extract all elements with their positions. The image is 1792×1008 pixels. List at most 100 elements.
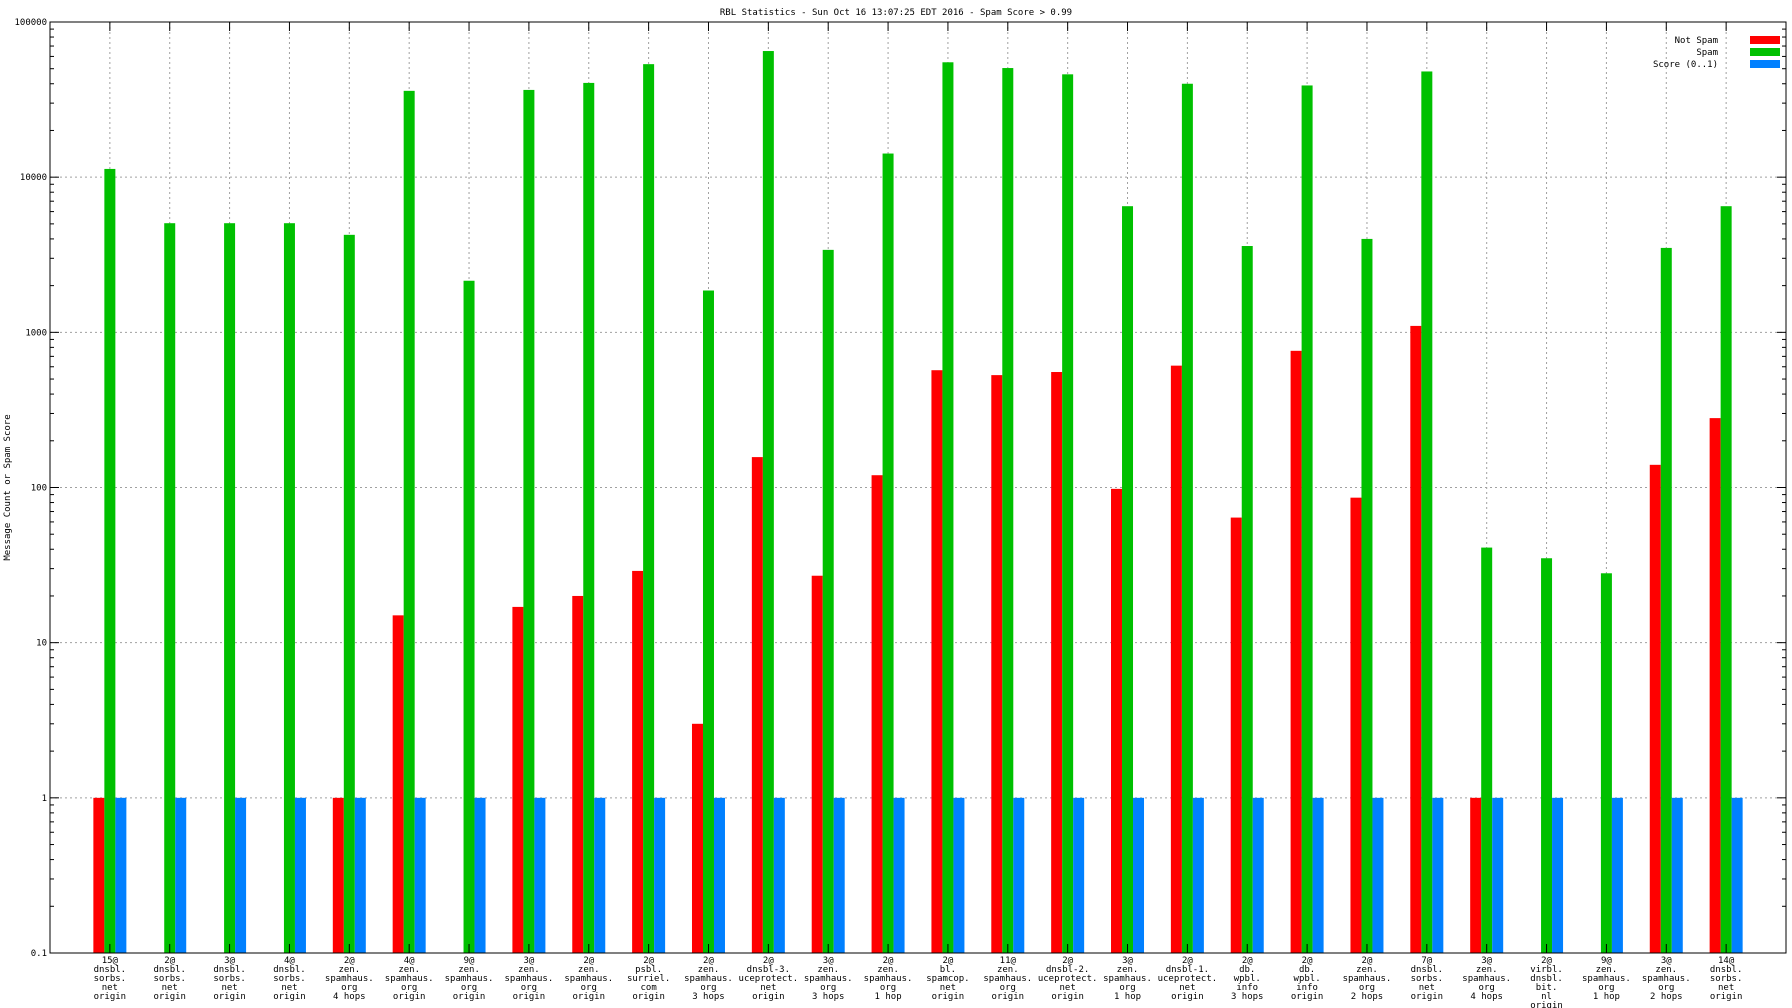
bar-spam	[702, 290, 714, 953]
x-tick-label-line: zen.	[817, 965, 839, 975]
x-tick-label: 4@ zen. spamhaus. org origin	[385, 956, 434, 1002]
bar-score-0-1	[594, 797, 606, 953]
x-tick-label-line: 14@	[1718, 956, 1735, 966]
x-tick-label-line: 3 hops	[692, 992, 725, 1002]
x-tick-label-line: db.	[1239, 965, 1255, 975]
x-tick-label: 2@ db. wpbl. info 3 hops	[1231, 956, 1264, 1002]
bar-not-spam	[811, 575, 823, 953]
x-tick-label-line: 4@	[404, 956, 415, 966]
x-tick-label: 4@ dnsbl. sorbs. net origin	[273, 956, 306, 1002]
x-tick-label: 3@ zen. spamhaus. org origin	[505, 956, 554, 1002]
bar-score-0-1	[1432, 797, 1444, 953]
x-tick-label-line: bl.	[940, 965, 956, 975]
x-tick-label-line: zen.	[518, 965, 540, 975]
x-tick-label-line: 2@	[164, 956, 175, 966]
bar-not-spam	[1230, 517, 1242, 953]
bar-spam	[1361, 238, 1373, 953]
bar-score-0-1	[893, 797, 905, 953]
x-tick-label-line: spamhaus.	[385, 974, 434, 984]
x-tick-label-line: 4 hops	[1470, 992, 1503, 1002]
x-tick-label-line: org	[700, 983, 716, 993]
legend-swatch	[1750, 48, 1780, 56]
bar-not-spam	[1350, 497, 1362, 953]
x-tick-label-line: net	[221, 983, 237, 993]
x-tick-label-line: org	[880, 983, 896, 993]
bar-score-0-1	[354, 797, 366, 953]
x-tick-label-line: 9@	[464, 956, 475, 966]
bar-not-spam	[991, 375, 1003, 953]
x-tick-label-line: dnsbl-1.	[1166, 965, 1209, 975]
x-tick-label-line: zen.	[877, 965, 899, 975]
x-tick-label-line: 4@	[284, 956, 295, 966]
bar-spam	[224, 223, 236, 954]
x-tick-label-line: origin	[213, 992, 246, 1002]
x-tick-label: 2@ zen. spamhaus. org 2 hops	[1343, 956, 1392, 1002]
x-tick-label-line: 3@	[1481, 956, 1492, 966]
x-tick-label-line: org	[461, 983, 477, 993]
bar-score-0-1	[713, 797, 725, 953]
bar-spam	[463, 280, 475, 953]
bar-not-spam	[871, 475, 883, 953]
x-tick-label-line: net	[102, 983, 118, 993]
x-tick-label-line: org	[401, 983, 417, 993]
y-tick-label: 1	[42, 794, 47, 804]
x-tick-label-line: origin	[273, 992, 306, 1002]
bar-score-0-1	[1731, 797, 1743, 953]
x-tick-label-line: origin	[1051, 992, 1084, 1002]
bar-score-0-1	[534, 797, 546, 953]
x-tick-label-line: zen.	[398, 965, 420, 975]
bar-spam	[942, 62, 954, 954]
x-tick-label-line: origin	[932, 992, 965, 1002]
bar-score-0-1	[1252, 797, 1264, 953]
x-tick-label-line: origin	[573, 992, 606, 1002]
x-tick-label-line: origin	[752, 992, 785, 1002]
x-tick-label-line: uceprotect.	[1158, 974, 1218, 984]
x-tick-label-line: spamhaus.	[564, 974, 613, 984]
bar-spam	[1660, 247, 1672, 953]
y-axis-label: Message Count or Spam Score	[3, 414, 13, 560]
x-tick-label-line: spamhaus.	[1103, 974, 1152, 984]
x-tick-label-line: 2@	[1302, 956, 1313, 966]
x-tick-label-line: sorbs.	[153, 974, 186, 984]
x-tick-label-line: wpbl.	[1234, 974, 1261, 984]
bar-score-0-1	[1492, 797, 1504, 953]
x-tick-label-line: 1 hop	[1593, 992, 1620, 1002]
x-tick-label-line: 2@	[703, 956, 714, 966]
x-tick-label-line: org	[820, 983, 836, 993]
x-tick-label-line: dnsbl.	[273, 965, 306, 975]
x-tick-label: 2@ bl. spamcop. net origin	[926, 956, 969, 1002]
x-tick-label: 3@ zen. spamhaus. org 4 hops	[1462, 956, 1511, 1002]
x-tick-label-line: 3@	[823, 956, 834, 966]
x-tick-label-line: net	[1718, 983, 1734, 993]
x-tick-label-line: 1 hop	[875, 992, 902, 1002]
bar-spam	[1241, 246, 1253, 953]
x-tick-label: 2@ zen. spamhaus. org origin	[564, 956, 613, 1002]
x-tick-label-line: org	[581, 983, 597, 993]
x-tick-label-line: spamhaus.	[804, 974, 853, 984]
x-tick-label-line: sorbs.	[1710, 974, 1743, 984]
bar-spam	[164, 223, 176, 954]
bar-not-spam	[332, 797, 344, 953]
x-tick-label: 3@ zen. spamhaus. org 3 hops	[804, 956, 853, 1002]
plot-border	[49, 21, 1787, 954]
y-tick-label: 0.1	[31, 949, 47, 959]
x-tick-label-line: 2@	[1362, 956, 1373, 966]
bar-spam	[1541, 558, 1553, 953]
x-tick-label-line: spamhaus.	[1462, 974, 1511, 984]
x-tick-label-line: net	[281, 983, 297, 993]
x-tick-label-line: spamhaus.	[505, 974, 554, 984]
x-tick-label-line: org	[1359, 983, 1375, 993]
bar-score-0-1	[1312, 797, 1324, 953]
x-tick-label-line: 3@	[523, 956, 534, 966]
bar-score-0-1	[1671, 797, 1683, 953]
x-tick-label: 9@ zen. spamhaus. org 1 hop	[1582, 956, 1631, 1002]
x-tick-label-line: bit.	[1536, 983, 1558, 993]
x-tick-label-line: sorbs.	[273, 974, 306, 984]
x-tick-label-line: 3 hops	[812, 992, 845, 1002]
x-tick-label-line: spamhaus.	[684, 974, 733, 984]
x-tick-label-line: surriel.	[627, 974, 670, 984]
bar-spam	[104, 168, 116, 953]
y-tick-label: 10	[36, 639, 47, 649]
bar-not-spam	[691, 723, 703, 953]
